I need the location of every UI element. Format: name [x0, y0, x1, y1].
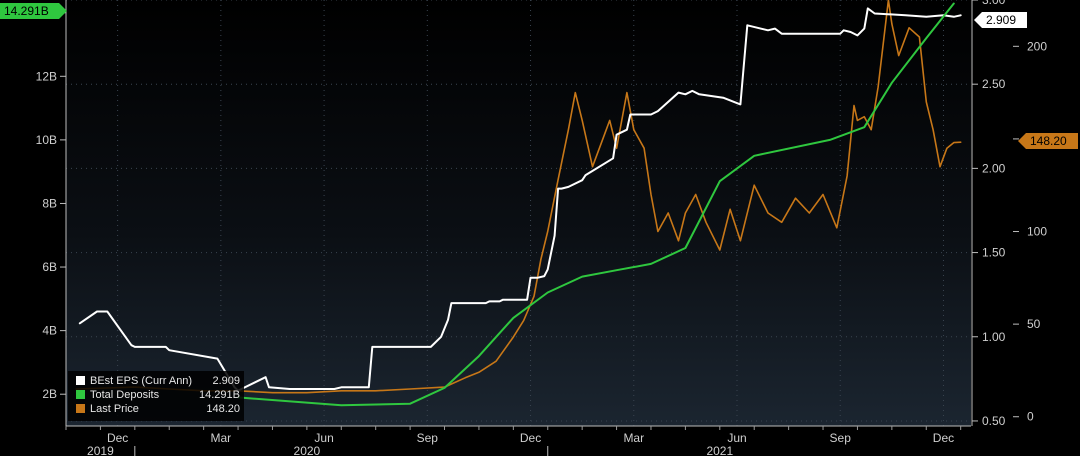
series-line-total-deposits: [237, 2, 955, 407]
left-tick-label: 12B: [36, 69, 57, 83]
deposits-value-tag-shape: [0, 3, 67, 19]
legend-series-value: 2.909: [212, 375, 240, 387]
legend-swatch: [76, 390, 85, 399]
plot-background: [66, 0, 971, 426]
legend: BEst EPS (Curr Ann) 2.909 Total Deposits 14…: [68, 371, 244, 421]
x-tick-label: Mar: [211, 431, 232, 445]
series-line-best-eps-curr-ann: [78, 7, 962, 392]
left-tick-label: 2B: [42, 387, 57, 401]
x-tick-label: Jun: [314, 431, 333, 445]
legend-series-name: BEst EPS (Curr Ann): [90, 375, 192, 387]
eps-value-tag-label: 2.909: [986, 13, 1016, 27]
x-tick-label: Dec: [933, 431, 954, 445]
deposits-value-tag: 14.291B: [0, 3, 67, 19]
legend-series-name: Last Price: [90, 403, 139, 415]
price-value-tag-shape: [1018, 133, 1078, 149]
value-tags: 14.291B 2.909 148.20: [0, 3, 1078, 149]
left-tick-label: 6B: [42, 260, 57, 274]
legend-series-value: 148.20: [206, 403, 240, 415]
price-tick-label: 0: [1027, 410, 1034, 424]
price-tick-label: 50: [1027, 317, 1041, 331]
legend-box: [68, 371, 244, 421]
year-label: 2020: [294, 444, 321, 456]
left-tick-label: 8B: [42, 196, 57, 210]
series-layer: [75, 0, 962, 407]
legend-swatch: [76, 376, 85, 385]
eps-tick-label: 2.50: [982, 77, 1006, 91]
price-tick-label: 200: [1027, 39, 1047, 53]
left-tick-label: 4B: [42, 324, 57, 338]
legend-swatch: [76, 404, 85, 413]
legend-series-value: 14.291B: [199, 389, 240, 401]
x-tick-label: Mar: [623, 431, 644, 445]
eps-value-tag-shape: [974, 12, 1027, 28]
year-label: 2019: [87, 444, 114, 456]
eps-value-tag: 2.909: [974, 12, 1027, 28]
deposits-value-tag-label: 14.291B: [4, 4, 49, 18]
eps-tick-label: 1.50: [982, 246, 1006, 260]
price-tick-label: 100: [1027, 225, 1047, 239]
x-tick-label: Sep: [417, 431, 439, 445]
x-tick-label: Sep: [830, 431, 852, 445]
eps-tick-label: 2.00: [982, 161, 1006, 175]
x-tick-label: Dec: [520, 431, 541, 445]
eps-tick-label: 1.00: [982, 330, 1006, 344]
price-value-tag-label: 148.20: [1030, 134, 1067, 148]
eps-tick-label: 3.00: [982, 0, 1006, 7]
x-tick-label: Jun: [727, 431, 746, 445]
year-label: 2021: [706, 444, 733, 456]
eps-tick-label: 0.50: [982, 414, 1006, 428]
series-line-last-price: [75, 0, 962, 394]
price-value-tag: 148.20: [1018, 133, 1078, 149]
legend-series-name: Total Deposits: [90, 389, 160, 401]
x-tick-label: Dec: [107, 431, 128, 445]
left-tick-label: 10B: [36, 133, 57, 147]
